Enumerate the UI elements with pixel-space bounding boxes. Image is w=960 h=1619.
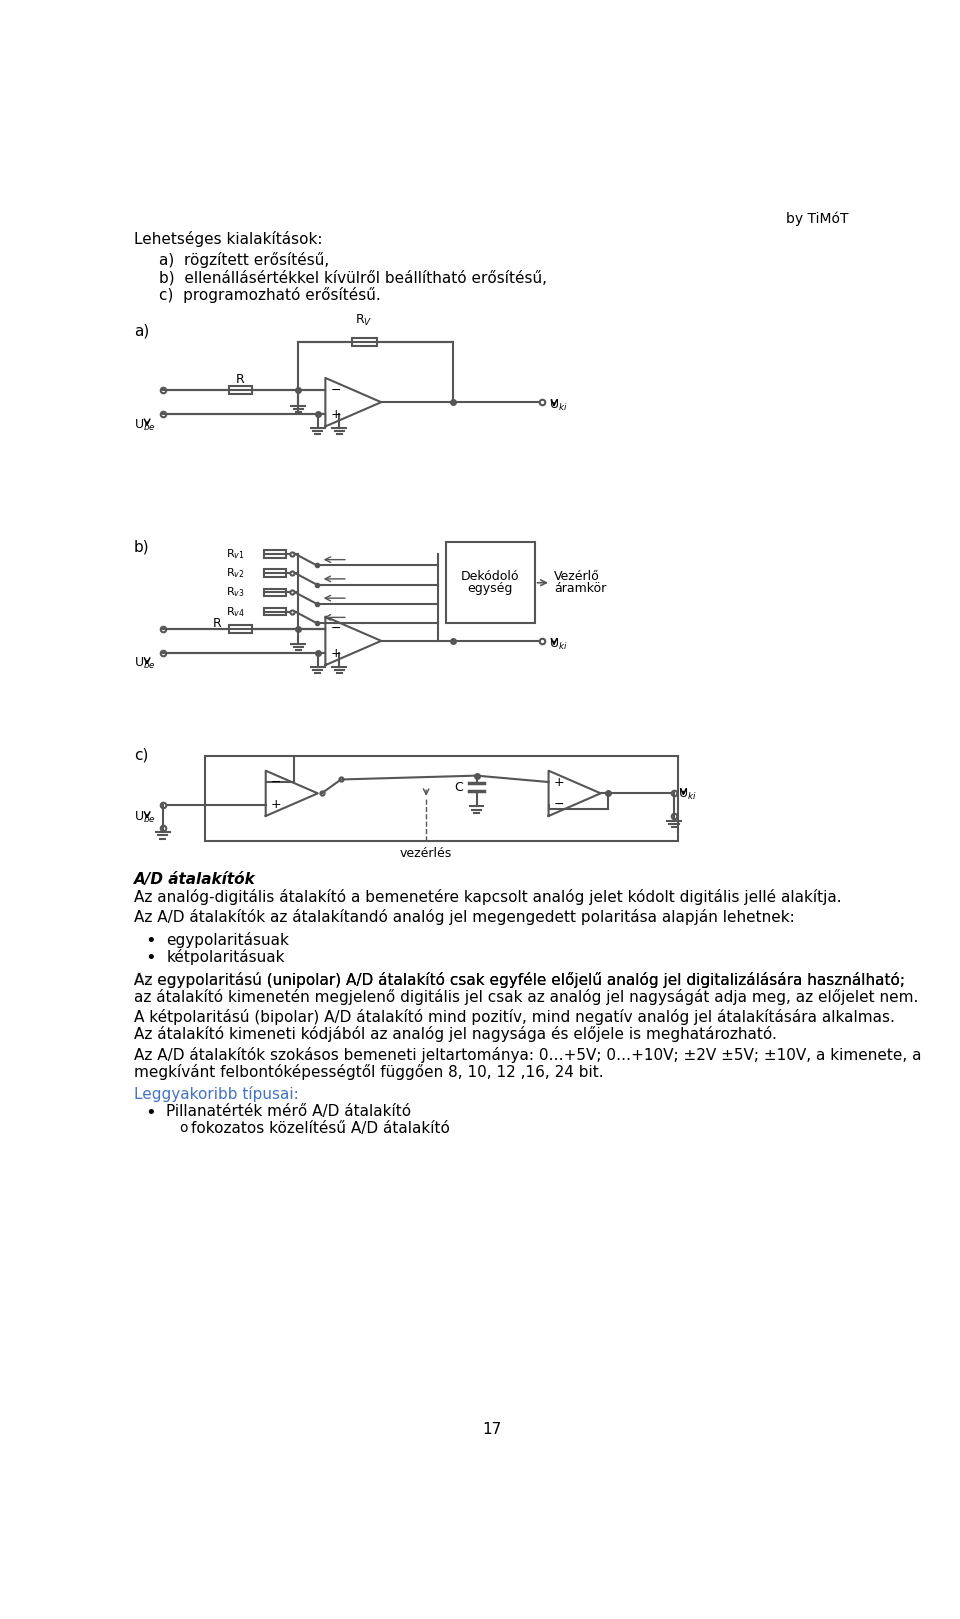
Text: C: C	[454, 780, 463, 793]
Text: U$_{be}$: U$_{be}$	[134, 656, 156, 672]
Bar	[351, 338, 376, 346]
Text: +: +	[553, 776, 564, 788]
Bar	[228, 625, 252, 633]
Text: a)  rögzített erősítésű,: a) rögzített erősítésű,	[158, 253, 329, 269]
Text: c): c)	[134, 746, 149, 763]
Text: −: −	[271, 776, 281, 788]
Text: •: •	[146, 1104, 156, 1122]
Text: megkívánt felbontóképességtől függően 8, 10, 12 ,16, 24 bit.: megkívánt felbontóképességtől függően 8,…	[134, 1064, 604, 1080]
Text: Leggyakoribb típusai:: Leggyakoribb típusai:	[134, 1086, 299, 1103]
Bar	[264, 607, 286, 615]
Text: c)  programozható erősítésű.: c) programozható erősítésű.	[158, 288, 380, 303]
Text: 17: 17	[482, 1423, 502, 1438]
Text: +: +	[331, 646, 342, 659]
Text: áramkör: áramkör	[554, 583, 607, 596]
Text: Az: Az	[134, 971, 157, 988]
Text: Pillanatérték mérő A/D átalakító: Pillanatérték mérő A/D átalakító	[166, 1104, 412, 1119]
Text: Vezérlő: Vezérlő	[554, 570, 600, 583]
Text: A/D átalakítók: A/D átalakítók	[134, 873, 255, 887]
Text: +: +	[331, 408, 342, 421]
Text: A kétpolaritású (bipolar) A/D átalakító mind pozitív, mind negatív analóg jel át: A kétpolaritású (bipolar) A/D átalakító …	[134, 1009, 895, 1025]
Bar	[205, 756, 678, 842]
Text: Az: Az	[134, 971, 157, 988]
Bar	[264, 570, 286, 576]
Text: az átalakító kimenetén megjelenő digitális jel csak az analóg jel nagyságát adja: az átalakító kimenetén megjelenő digitál…	[134, 989, 919, 1005]
Bar	[264, 589, 286, 596]
Text: R$_{v1}$: R$_{v1}$	[227, 547, 245, 560]
Text: egypolaritásuak: egypolaritásuak	[166, 933, 289, 949]
Text: R$_{v2}$: R$_{v2}$	[227, 567, 245, 580]
Text: Az ​: Az ​	[134, 971, 157, 988]
Text: fokozatos közelítésű A/D átalakító: fokozatos közelítésű A/D átalakító	[191, 1122, 450, 1137]
Text: R$_{v4}$: R$_{v4}$	[226, 606, 245, 618]
Text: Az A/D átalakítók szokásos bemeneti jeltartománya: 0…+5V; 0…+10V; ±2V ±5V; ±10V,: Az A/D átalakítók szokásos bemeneti jelt…	[134, 1047, 922, 1064]
Bar	[228, 385, 252, 395]
Text: Az analóg-digitális átalakító a bemenetére kapcsolt analóg jelet kódolt digitáli: Az analóg-digitális átalakító a bemeneté…	[134, 889, 842, 905]
Text: −: −	[331, 622, 342, 635]
Text: Az A/D átalakítók az átalakítandó analóg jel megengedett polaritása alapján lehe: Az A/D átalakítók az átalakítandó analóg…	[134, 908, 795, 924]
Text: kétpolaritásuak: kétpolaritásuak	[166, 949, 285, 965]
Text: •: •	[146, 949, 156, 967]
Text: −: −	[553, 798, 564, 811]
Text: Az egypolaritású (unipolar) A/D átalakító csak egyféle előjelű analóg jel digita: Az egypolaritású (unipolar) A/D átalakít…	[134, 971, 905, 988]
Text: U$_{be}$: U$_{be}$	[134, 418, 156, 432]
Text: Az átalakító kimeneti kódjából az analóg jel nagysága és előjele is meghatározha: Az átalakító kimeneti kódjából az analóg…	[134, 1026, 777, 1043]
Text: +: +	[271, 798, 281, 811]
Text: R: R	[212, 617, 221, 630]
Text: U$_{ki}$: U$_{ki}$	[548, 398, 567, 413]
Text: Az egypolaritású: Az egypolaritású	[134, 971, 262, 988]
Text: •: •	[146, 933, 156, 950]
Text: U$_{ki}$: U$_{ki}$	[678, 787, 697, 803]
Text: egység: egység	[468, 583, 513, 596]
Text: Az egypolaritású (unipolar) A/D átalakító csak egyféle előjelű analóg jel digita: Az egypolaritású (unipolar) A/D átalakít…	[134, 971, 905, 988]
Text: b): b)	[134, 539, 150, 554]
Text: Dekódoló: Dekódoló	[461, 570, 519, 583]
Text: U$_{ki}$: U$_{ki}$	[548, 636, 567, 652]
Text: a): a)	[134, 324, 149, 338]
Bar	[445, 542, 535, 623]
Text: Lehetséges kialakítások:: Lehetséges kialakítások:	[134, 232, 323, 248]
Text: R$_{v3}$: R$_{v3}$	[227, 586, 245, 599]
Text: b)  ellenállásértékkel kívülről beállítható erősítésű,: b) ellenállásértékkel kívülről beállítha…	[158, 270, 547, 285]
Text: R: R	[236, 372, 245, 385]
Bar	[264, 550, 286, 557]
Text: U$_{be}$: U$_{be}$	[134, 810, 156, 826]
Text: R$_V$: R$_V$	[355, 312, 372, 329]
Text: by TiMóT: by TiMóT	[786, 210, 849, 225]
Text: o: o	[180, 1122, 188, 1135]
Text: vezérlés: vezérlés	[400, 847, 452, 860]
Text: −: −	[331, 384, 342, 397]
